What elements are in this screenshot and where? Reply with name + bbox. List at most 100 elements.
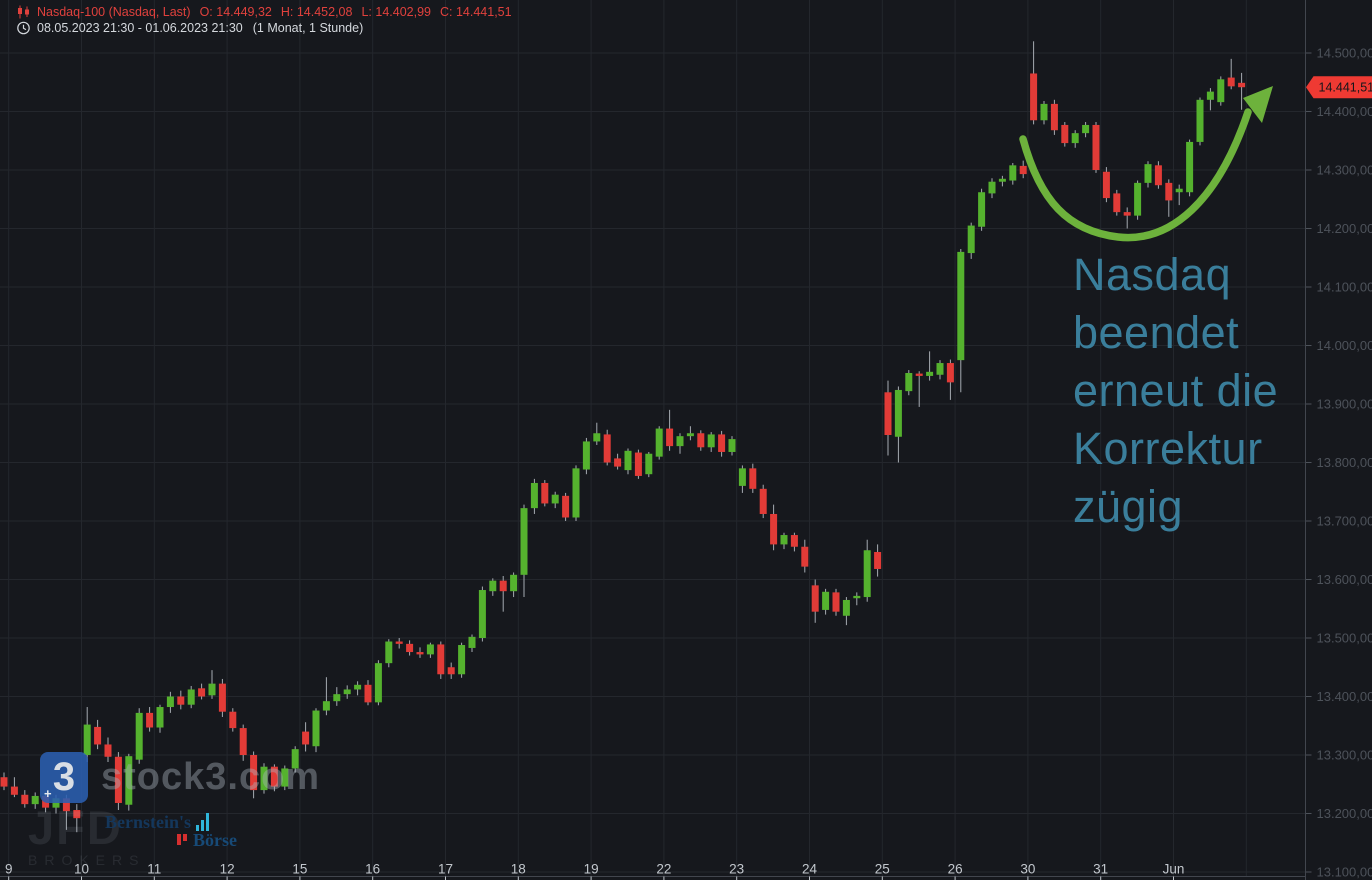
time-tick-label: 16 xyxy=(365,862,380,877)
candle-down xyxy=(270,766,278,787)
candle-up xyxy=(333,694,341,702)
candle-up xyxy=(312,710,320,747)
price-tick-label: 13.300,00 xyxy=(1317,748,1372,763)
candle-up xyxy=(780,535,788,545)
candle-down xyxy=(1102,171,1110,199)
candle-down xyxy=(1061,124,1069,144)
stock3-logo: 3 + xyxy=(40,752,88,803)
candle-down xyxy=(718,434,726,452)
jfd-logo-text: JFD xyxy=(28,801,123,854)
annotation-line: erneut die xyxy=(1073,365,1279,416)
candle-up xyxy=(374,663,382,703)
trend-arrow-head xyxy=(1243,86,1273,123)
candle-up xyxy=(1186,141,1194,193)
symbol-name: Nasdaq-100 (Nasdaq, Last) xyxy=(37,5,191,19)
candle-down xyxy=(1123,212,1131,216)
candle-up xyxy=(426,644,434,655)
timeframe: (1 Monat, 1 Stunde) xyxy=(252,21,364,35)
symbol-row: Nasdaq-100 (Nasdaq, Last) O: 14.449,32 H… xyxy=(16,4,521,20)
candles-icon xyxy=(177,834,189,845)
price-tick-label: 13.400,00 xyxy=(1317,689,1372,704)
candle-down xyxy=(302,731,310,745)
annotation-line: beendet xyxy=(1073,307,1240,358)
candle-down xyxy=(239,728,247,755)
candle-down xyxy=(811,585,819,612)
candle-up xyxy=(1134,182,1142,216)
date-range: 08.05.2023 21:30 - 01.06.2023 21:30 xyxy=(37,21,243,35)
candle-up xyxy=(458,645,466,675)
bar-chart-icon xyxy=(194,813,210,831)
candle-up xyxy=(1071,133,1079,144)
candle-down xyxy=(1092,124,1100,170)
time-tick-label: Jun xyxy=(1163,862,1185,877)
candle-down xyxy=(770,513,778,545)
candle-down xyxy=(218,683,226,712)
stock3-wordmark: stock3.com xyxy=(101,756,321,798)
candle-down xyxy=(1019,165,1027,175)
candle-down xyxy=(946,363,954,383)
candle-up xyxy=(166,696,174,708)
candle-up xyxy=(489,580,497,592)
candle-down xyxy=(1113,193,1121,213)
candle-down xyxy=(634,452,642,476)
price-tick-label: 13.100,00 xyxy=(1317,865,1372,880)
time-tick-label: 11 xyxy=(147,862,161,877)
chart-header: Nasdaq-100 (Nasdaq, Last) O: 14.449,32 H… xyxy=(16,4,521,36)
time-tick-label: 23 xyxy=(729,862,744,877)
candle-up xyxy=(1206,91,1214,100)
candle-up xyxy=(510,574,518,592)
candle-up xyxy=(1217,79,1225,103)
candle-down xyxy=(541,482,549,504)
time-tick-label: 18 xyxy=(511,862,526,877)
candle-up xyxy=(655,428,663,457)
candle-up xyxy=(822,591,830,610)
candle-up xyxy=(957,251,965,361)
candle-down xyxy=(614,458,622,467)
candle-up xyxy=(31,795,39,805)
candle-up xyxy=(926,371,934,376)
candle-down xyxy=(749,468,757,489)
time-tick-label: 31 xyxy=(1093,862,1108,877)
candle-up xyxy=(728,439,736,452)
candle-up xyxy=(1082,124,1090,134)
candle-up xyxy=(530,482,538,509)
candle-down xyxy=(874,552,882,569)
bernstein-boerse-logo: Bernstein's Börse xyxy=(105,813,237,849)
clock-icon xyxy=(17,21,30,35)
candle-down xyxy=(0,777,8,787)
candle-up xyxy=(707,434,715,448)
high-label: H: 14.452,08 xyxy=(280,5,353,19)
candle-up xyxy=(593,433,601,442)
candle-up xyxy=(853,595,861,599)
time-tick-label: 10 xyxy=(74,862,89,877)
candle-down xyxy=(1154,165,1162,186)
candle-up xyxy=(1196,99,1204,142)
candle-down xyxy=(562,495,570,518)
candle-up xyxy=(520,508,528,575)
time-tick-label: 25 xyxy=(875,862,890,877)
price-tick-label: 14.300,00 xyxy=(1317,163,1372,178)
candle-up xyxy=(1144,164,1152,183)
candle-down xyxy=(884,392,892,436)
candle-down xyxy=(177,696,185,705)
price-tick-label: 14.000,00 xyxy=(1317,338,1372,353)
annotation-line: Nasdaq xyxy=(1073,249,1232,300)
candle-down xyxy=(915,373,923,376)
candle-down xyxy=(499,580,507,592)
candle-down xyxy=(666,428,674,447)
price-tick-label: 14.500,00 xyxy=(1317,46,1372,61)
candle-up xyxy=(645,453,653,475)
candle-up xyxy=(572,468,580,518)
candle-up xyxy=(894,389,902,437)
price-tick-label: 13.200,00 xyxy=(1317,806,1372,821)
candle-down xyxy=(697,433,705,448)
candle-down xyxy=(395,641,403,644)
candle-up xyxy=(551,494,559,504)
candlestick-icon xyxy=(18,5,29,19)
candle-down xyxy=(447,667,455,675)
open-label: O: 14.449,32 xyxy=(199,5,272,19)
candle-down xyxy=(94,726,102,745)
candle-up xyxy=(905,372,913,392)
